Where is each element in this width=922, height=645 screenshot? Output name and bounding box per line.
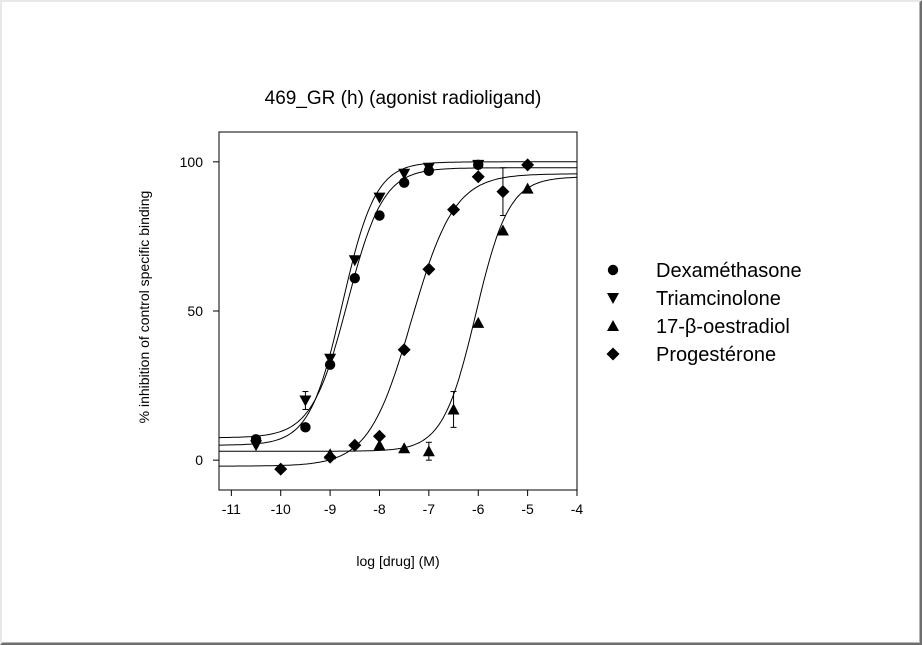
- data-point-dexamethasone: [349, 272, 360, 284]
- data-point-dexamethasone: [374, 210, 385, 221]
- x-tick-label: -4: [571, 501, 584, 517]
- data-point-triamcinolone: [422, 162, 435, 174]
- data-point-progesterone: [496, 185, 510, 199]
- data-point-triamcinolone: [250, 440, 263, 452]
- data-point-progesterone: [397, 343, 411, 357]
- x-tick-label: -10: [271, 501, 291, 517]
- fit-curve-17-oestradiol: [219, 176, 578, 452]
- x-tick-label: -11: [222, 501, 241, 517]
- legend-label-triamcinolone: Triamcinolone: [656, 288, 781, 310]
- data-point-progesterone: [348, 438, 362, 452]
- x-tick-label: -5: [521, 501, 534, 517]
- x-tick-label: -6: [472, 501, 485, 517]
- data-point-triamcinolone: [398, 168, 411, 180]
- data-point-progesterone: [422, 262, 436, 276]
- data-point-triamcinolone: [373, 192, 386, 204]
- data-point-17-oestradiol: [447, 403, 460, 415]
- data-point-dexamethasone: [398, 177, 410, 188]
- data-point-progesterone: [471, 170, 485, 184]
- fit-curve-dexamethasone: [219, 167, 577, 439]
- legend-marker-progesterone: [606, 347, 620, 361]
- x-tick-label: -8: [373, 501, 386, 517]
- data-point-17-oestradiol: [521, 182, 534, 194]
- legend: Dexaméthasone Triamcinolone 17-β-oestradio…: [606, 260, 802, 366]
- y-tick-label: 100: [180, 154, 204, 170]
- data-point-17-oestradiol: [422, 445, 435, 457]
- data-point-17-oestradiol: [398, 442, 411, 454]
- data-point-progesterone: [372, 429, 386, 443]
- data-point-triamcinolone: [299, 395, 312, 407]
- legend-marker-triamcinolone: [607, 293, 619, 304]
- y-tick-label: 0: [195, 452, 203, 468]
- legend-marker-17-oestradiol: [607, 320, 619, 331]
- data-point-progesterone: [323, 450, 337, 464]
- legend-marker-dexamethasone: [607, 264, 619, 276]
- fit-curve-progesterone: [219, 173, 577, 467]
- x-tick-label: -7: [423, 501, 436, 517]
- plot-area-frame: [218, 131, 578, 491]
- data-point-17-oestradiol: [373, 439, 386, 451]
- data-point-triamcinolone: [348, 255, 361, 267]
- legend-label-progesterone: Progestérone: [656, 344, 776, 366]
- fit-curve-triamcinolone: [219, 161, 577, 446]
- data-point-progesterone: [521, 158, 535, 172]
- data-point-dexamethasone: [300, 422, 311, 433]
- data-point-triamcinolone: [472, 159, 485, 171]
- fit-curves-group: [219, 161, 578, 467]
- data-markers-group: [250, 158, 535, 476]
- data-point-17-oestradiol: [496, 224, 509, 236]
- legend-label-17-oestradiol: 17-β-oestradiol: [656, 316, 790, 338]
- axes-group: -11 -10 -9 -8 -7 -6 -5 -4 0 50 100: [180, 154, 584, 517]
- chart-title: 469_GR (h) (agonist radioligand): [265, 88, 542, 109]
- x-tick-label: -9: [324, 501, 337, 517]
- data-point-triamcinolone: [324, 353, 337, 365]
- data-point-progesterone: [274, 462, 288, 476]
- data-point-17-oestradiol: [472, 316, 485, 328]
- data-point-progesterone: [447, 203, 461, 217]
- y-axis-label: % inhibition of control specific binding: [136, 191, 152, 424]
- y-tick-label: 50: [187, 303, 203, 319]
- legend-label-dexamethasone: Dexaméthasone: [656, 260, 802, 282]
- x-axis-label: log [drug] (M): [356, 553, 439, 569]
